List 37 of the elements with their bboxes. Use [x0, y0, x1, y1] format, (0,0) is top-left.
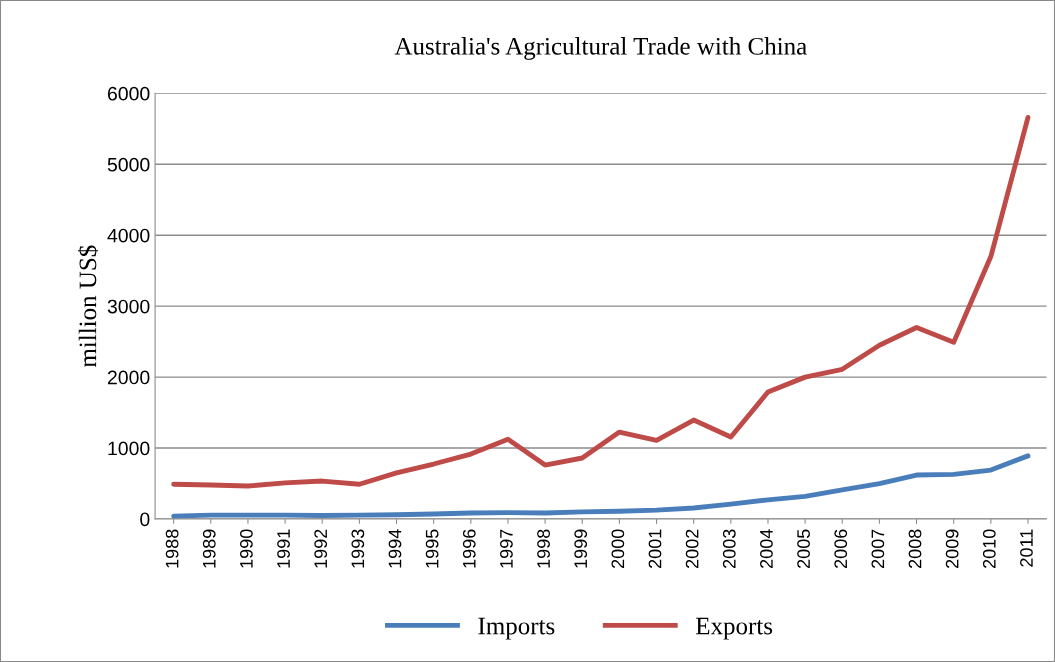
x-tick-label: 1995 [425, 529, 439, 568]
x-tick-label: 2004 [760, 529, 773, 568]
y-tick-label: 6000 [107, 86, 150, 101]
legend-label: Exports [695, 617, 773, 640]
x-tick-label: 2003 [722, 529, 736, 568]
x-tick-label: 2007 [871, 529, 885, 568]
x-tick-label: 1994 [388, 529, 402, 568]
x-tick-label: 2006 [834, 529, 848, 568]
x-tick-label: 1989 [202, 529, 216, 568]
y-tick-label: 4000 [107, 228, 150, 243]
x-tick-label: 2001 [648, 529, 662, 568]
x-tick-label: 1999 [574, 529, 588, 568]
x-tick-label: 1998 [537, 529, 550, 568]
x-tick-label: 2009 [945, 529, 959, 568]
legend-label: Imports [478, 617, 555, 640]
y-tick-label: 5000 [107, 157, 150, 172]
y-tick-label: 0 [140, 512, 150, 527]
y-tick-label: 1000 [108, 441, 150, 456]
chart-title: Australia's Agricultural Trade with China [394, 37, 807, 60]
line-series [171, 453, 1031, 519]
x-tick-label: 2011 [1020, 529, 1033, 567]
x-tick-label: 1988 [165, 529, 179, 568]
y-tick-label: 2000 [107, 370, 150, 385]
x-tick-label: 2002 [685, 529, 699, 568]
x-tick-label: 2010 [982, 529, 996, 568]
x-tick-label: 1991 [277, 529, 290, 568]
x-tick-label: 2005 [797, 529, 810, 568]
x-tick-label: 2000 [611, 529, 625, 568]
line-series [171, 115, 1031, 489]
y-tick-label: 3000 [107, 299, 150, 314]
x-tick-label: 1990 [240, 529, 253, 568]
x-tick-label: 1992 [314, 529, 328, 568]
y-axis-title: million US$ [77, 245, 98, 368]
x-tick-label: 1993 [351, 529, 365, 568]
x-tick-label: 2008 [908, 529, 922, 568]
x-tick-label: 1997 [500, 529, 513, 568]
x-tick-label: 1996 [462, 529, 476, 568]
